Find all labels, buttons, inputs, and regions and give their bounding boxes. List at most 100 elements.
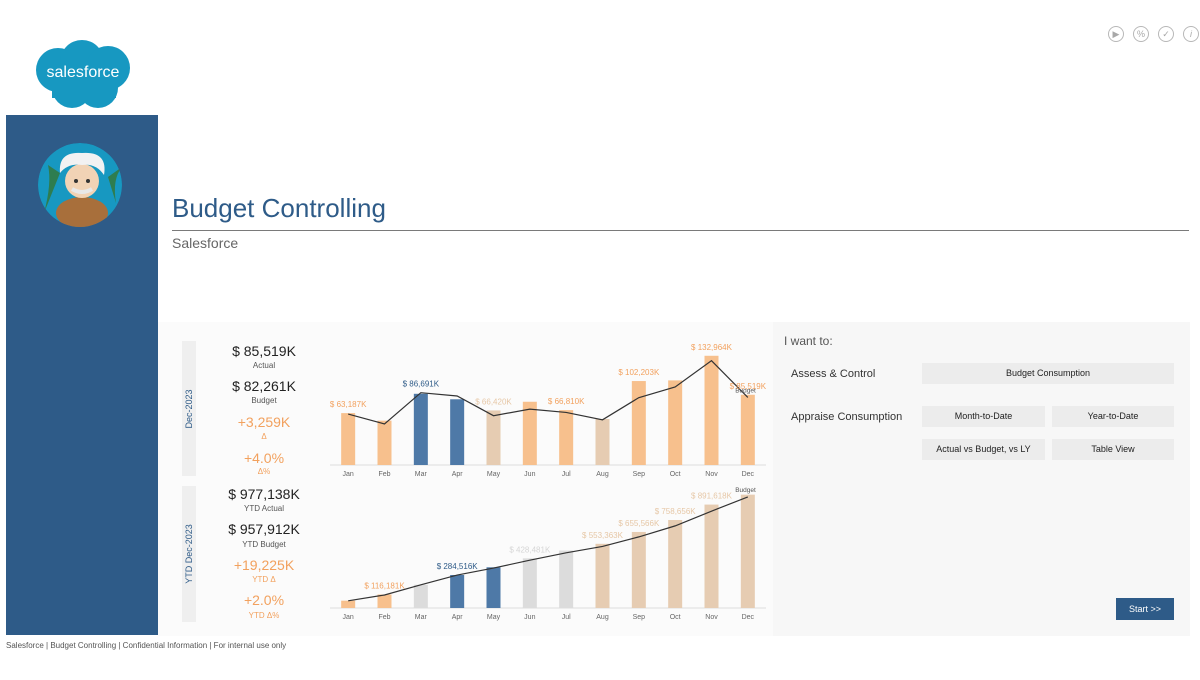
monthly-tick-label: Feb	[378, 471, 390, 478]
ytd-period-band: YTD Dec-2023	[182, 486, 196, 622]
ytd-tick-label: Aug	[596, 614, 609, 621]
check-icon[interactable]: ✓	[1158, 26, 1174, 42]
start-button[interactable]: Start >>	[1116, 598, 1174, 620]
ytd-bar	[559, 550, 574, 608]
page-title: Budget Controlling	[172, 193, 386, 223]
footer-text: Salesforce | Budget Controlling | Confid…	[6, 641, 287, 650]
ytd-tick-label: May	[487, 614, 501, 621]
play-icon[interactable]: ▶	[1108, 26, 1124, 42]
year-to-date-button[interactable]: Year-to-Date	[1052, 406, 1174, 427]
ytd-actual-label: YTD Actual	[243, 504, 284, 513]
navigation-heading: I want to:	[784, 334, 833, 348]
monthly-delta-value: +3,259K	[237, 414, 291, 430]
monthly-data-label: $ 63,187K	[330, 400, 367, 409]
monthly-tick-label: Mar	[415, 471, 428, 478]
monthly-tick-label: Oct	[670, 471, 681, 478]
monthly-tick-label: Jan	[343, 471, 354, 478]
ytd-bar	[522, 558, 537, 608]
monthly-bar	[595, 419, 610, 465]
monthly-actual-value: $ 85,519K	[232, 343, 296, 359]
monthly-delta-label: Δ	[261, 432, 267, 441]
ytd-budget-line	[348, 496, 749, 602]
appraise-consumption-label: Appraise Consumption	[791, 411, 903, 423]
monthly-bar	[341, 413, 356, 465]
ytd-budget-label: YTD Budget	[242, 540, 286, 549]
logo-wordmark: salesforce	[47, 64, 120, 81]
monthly-tick-label: Sep	[633, 471, 646, 478]
monthly-data-label: $ 102,203K	[618, 368, 660, 377]
ytd-tick-label: Sep	[633, 614, 646, 621]
einstein-avatar	[38, 143, 122, 227]
ytd-tick-label: Nov	[705, 614, 718, 621]
ytd-bar	[341, 600, 356, 608]
ytd-bar	[486, 567, 501, 608]
ytd-bar	[413, 584, 428, 608]
ytd-data-label: $ 891,618K	[691, 492, 733, 501]
table-view-button[interactable]: Table View	[1052, 439, 1174, 460]
salesforce-logo: salesforce	[36, 40, 130, 108]
ytd-budget-value: $ 957,912K	[228, 521, 300, 537]
monthly-tick-label: Aug	[596, 471, 609, 478]
monthly-bar	[377, 420, 392, 465]
monthly-bar	[668, 380, 683, 465]
ytd-bar	[595, 543, 610, 608]
monthly-budget-line	[348, 359, 749, 425]
monthly-budget-line-label: Budget	[735, 387, 756, 394]
ytd-budget-line-label: Budget	[735, 487, 756, 494]
monthly-tick-label: Apr	[452, 471, 464, 478]
monthly-tick-label: Jul	[562, 471, 571, 478]
monthly-bar	[559, 410, 574, 465]
percent-icon[interactable]: %	[1133, 26, 1149, 42]
ytd-data-label: $ 428,481K	[509, 545, 551, 554]
page-subtitle: Salesforce	[172, 235, 239, 251]
actual-vs-budget-button[interactable]: Actual vs Budget, vs LY	[922, 439, 1045, 460]
monthly-tick-label: May	[487, 471, 501, 478]
ytd-data-label: $ 284,516K	[437, 562, 479, 571]
monthly-data-label: $ 66,420K	[475, 397, 512, 406]
ytd-delta-pct-label: YTD Δ%	[248, 611, 280, 620]
monthly-bar	[704, 355, 719, 465]
ytd-delta-label: YTD Δ	[252, 575, 276, 584]
ytd-tick-label: Oct	[670, 614, 681, 621]
info-icon[interactable]: i	[1183, 26, 1199, 42]
ytd-bar	[631, 531, 646, 608]
ytd-tick-label: Mar	[415, 614, 428, 621]
ytd-tick-label: Jul	[562, 614, 571, 621]
monthly-data-label: $ 85,519K	[730, 382, 767, 391]
monthly-delta-pct-label: Δ%	[257, 467, 271, 476]
ytd-tick-label: Feb	[378, 614, 390, 621]
monthly-budget-value: $ 82,261K	[232, 378, 296, 394]
ytd-actual-value: $ 977,138K	[228, 486, 300, 502]
monthly-actual-label: Actual	[252, 361, 276, 370]
monthly-data-label: $ 86,691K	[403, 380, 440, 389]
ytd-tick-label: Apr	[452, 614, 464, 621]
ytd-bar	[668, 519, 683, 608]
monthly-budget-label: Budget	[251, 396, 277, 405]
title-divider	[172, 230, 1189, 231]
monthly-tick-label: Dec	[742, 471, 755, 478]
ytd-tick-label: Jan	[343, 614, 354, 621]
budget-consumption-button[interactable]: Budget Consumption	[922, 363, 1174, 384]
monthly-bar	[631, 381, 646, 465]
monthly-data-label: $ 132,964K	[691, 343, 733, 352]
ytd-bar	[450, 574, 465, 608]
monthly-bar	[740, 394, 755, 465]
month-to-date-button[interactable]: Month-to-Date	[922, 406, 1045, 427]
monthly-bar	[450, 399, 465, 465]
ytd-bar	[704, 504, 719, 608]
toolbar: ▶ % ✓ i	[1108, 26, 1199, 42]
ytd-data-label: $ 553,363K	[582, 531, 624, 540]
ytd-bar	[377, 594, 392, 608]
monthly-period-band: Dec-2023	[182, 341, 196, 476]
monthly-bar	[413, 393, 428, 465]
monthly-tick-label: Jun	[524, 471, 535, 478]
monthly-delta-pct-value: +4.0%	[243, 450, 285, 466]
monthly-bar	[522, 401, 537, 465]
ytd-data-label: $ 655,566K	[618, 519, 660, 528]
monthly-tick-label: Nov	[705, 471, 718, 478]
monthly-data-label: $ 66,810K	[548, 397, 585, 406]
monthly-bar	[486, 410, 501, 465]
ytd-data-label: $ 116,181K	[364, 582, 405, 591]
ytd-delta-pct-value: +2.0%	[243, 592, 285, 608]
ytd-data-label: $ 758,656K	[655, 507, 697, 516]
